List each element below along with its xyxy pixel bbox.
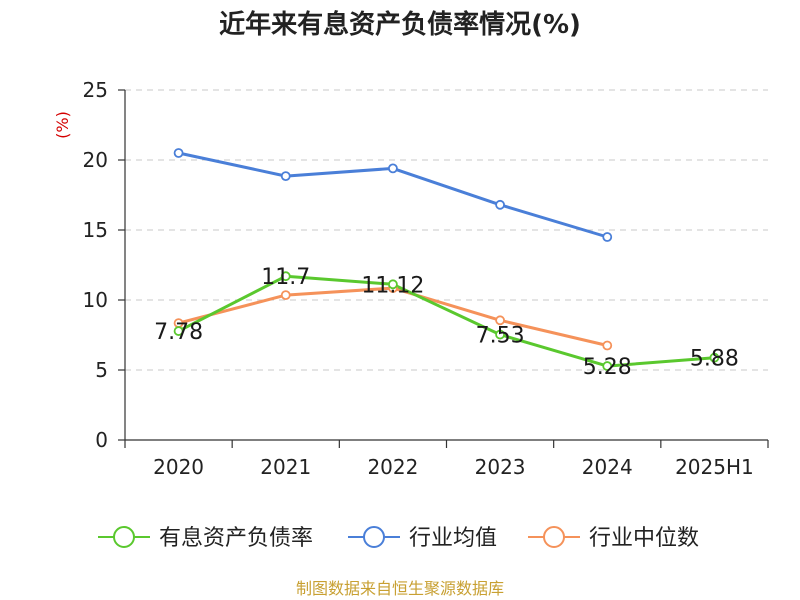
legend-marker [363, 526, 385, 548]
data-point[interactable] [388, 163, 398, 174]
series-line-0 [177, 274, 716, 368]
data-point[interactable] [602, 361, 613, 371]
legend-item-1[interactable]: 行业均值 [348, 526, 497, 551]
series-points [173, 148, 720, 371]
data-point[interactable] [388, 279, 398, 290]
data-label: 11.12 [361, 273, 424, 298]
y-axis-unit: (%) [53, 111, 72, 139]
y-tick-label: 5 [95, 358, 108, 382]
data-point[interactable] [602, 232, 613, 242]
x-tick-label: 2021 [260, 455, 311, 479]
data-label: 5.28 [583, 355, 632, 380]
chart-title: 近年来有息资产负债率情况(%) [219, 9, 581, 40]
data-point[interactable] [495, 199, 505, 210]
legend-item-2[interactable]: 行业中位数 [528, 526, 699, 551]
x-tick-label: 2025H1 [675, 455, 754, 479]
data-point[interactable] [173, 148, 184, 158]
data-label: 11.7 [261, 265, 310, 290]
legend-marker [543, 526, 565, 548]
data-point[interactable] [495, 329, 505, 340]
data-label: 5.88 [690, 347, 739, 372]
y-tick-label: 25 [83, 78, 108, 102]
x-tick-label: 2024 [582, 455, 633, 479]
y-tick-label: 15 [83, 218, 108, 242]
x-tick-label: 2020 [153, 455, 204, 479]
data-point[interactable] [495, 315, 505, 326]
source-note: 制图数据来自恒生聚源数据库 [296, 579, 504, 598]
data-point[interactable] [709, 352, 720, 363]
y-tick-label: 20 [83, 148, 108, 172]
data-label: 7.78 [154, 320, 203, 345]
legend-marker [113, 526, 135, 548]
data-point[interactable] [602, 340, 613, 351]
axes: 0 5 10 15 20 25 2020 2021 2022 2023 2024 2025H1 [83, 78, 769, 479]
data-point[interactable] [280, 171, 291, 182]
grid [125, 89, 768, 371]
y-tick-label: 10 [83, 288, 108, 312]
legend-label: 行业均值 [409, 526, 497, 551]
legend-label: 行业中位数 [589, 526, 699, 551]
y-tick-label: 0 [95, 428, 108, 452]
data-point[interactable] [280, 271, 291, 282]
legend-label: 有息资产负债率 [159, 526, 313, 551]
x-tick-label: 2022 [367, 455, 418, 479]
data-point[interactable] [280, 290, 291, 301]
legend-item-0[interactable]: 有息资产负债率 [98, 526, 313, 551]
legend[interactable]: 有息资产负债率 行业均值 行业中位数 [98, 526, 699, 551]
x-tick-label: 2023 [475, 455, 526, 479]
data-label: 7.53 [476, 324, 525, 349]
series-lines [177, 151, 716, 368]
data-labels: 7.78 11.7 11.12 7.53 5.28 5.88 [154, 265, 739, 380]
data-point[interactable] [173, 326, 184, 336]
